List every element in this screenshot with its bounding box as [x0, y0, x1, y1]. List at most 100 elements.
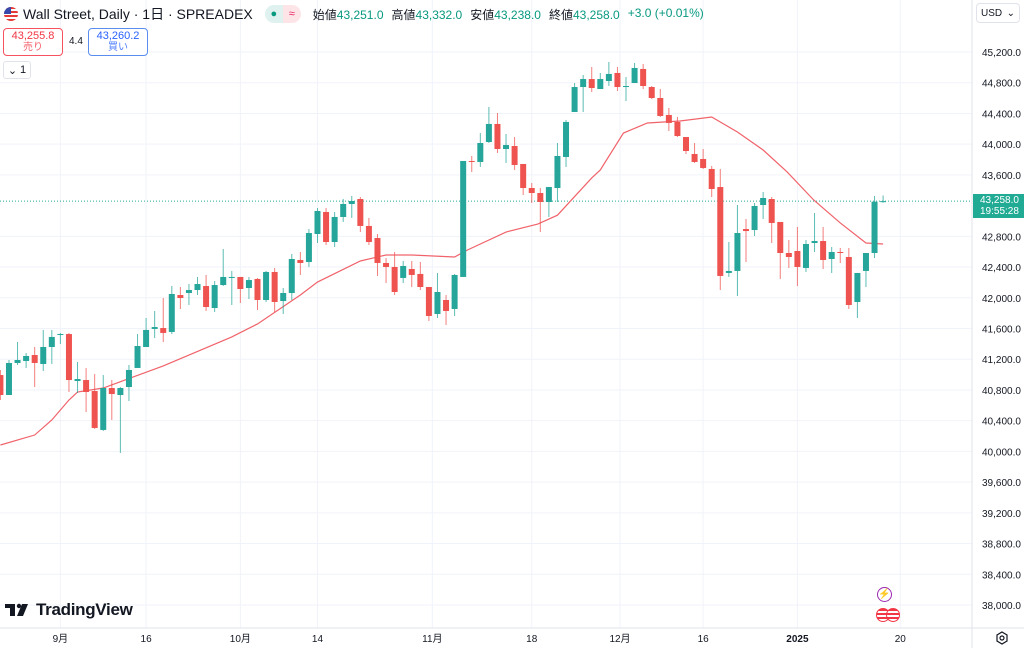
symbol-title[interactable]: Wall Street, Daily · 1日 · SPREADEX: [23, 6, 253, 22]
price-axis[interactable]: 45,200.0 44,800.0 44,400.0 44,000.0 43,600.0…: [982, 48, 1021, 612]
low-value: 安値43,238.0: [470, 7, 541, 22]
candle-body: [828, 251, 835, 259]
candle-body: [83, 380, 90, 393]
candle: [228, 270, 235, 305]
candle-body: [151, 327, 158, 329]
candle: [288, 253, 295, 300]
sell-button[interactable]: 43,255.8 売り: [3, 28, 63, 56]
price-tick-label: 41,200.0: [982, 355, 1021, 366]
chevron-down-icon: ⌄: [1006, 7, 1015, 19]
candle: [254, 277, 261, 310]
us-economic-event-icon[interactable]: [886, 608, 900, 622]
candle-body: [0, 375, 4, 396]
time-tick-label: 9月: [53, 633, 69, 645]
candle-body: [451, 274, 458, 309]
time-tick-label: 12月: [609, 633, 630, 645]
candle-body: [74, 379, 81, 382]
candle: [760, 192, 767, 219]
candle: [263, 270, 270, 302]
candle: [391, 251, 398, 296]
candle: [0, 369, 4, 400]
candle: [365, 217, 372, 246]
time-tick-label: 16: [141, 634, 153, 645]
price-tick-label: 45,200.0: [982, 48, 1021, 59]
candle: [503, 134, 510, 163]
candle-body: [331, 216, 338, 243]
candle: [820, 226, 827, 269]
candle: [134, 334, 141, 368]
candle: [357, 197, 364, 233]
candle: [597, 72, 604, 90]
candle-body: [323, 211, 330, 243]
candle: [537, 188, 544, 233]
candle: [425, 287, 432, 321]
candle-body: [742, 229, 749, 232]
candle: [511, 137, 518, 170]
candle-body: [357, 199, 364, 226]
candle-body: [811, 241, 818, 244]
candles: [0, 61, 887, 453]
indicators-collapse-button[interactable]: ⌄ 1: [3, 61, 31, 79]
candle-body: [614, 72, 621, 88]
candle: [408, 260, 415, 288]
buy-price: 43,260.2: [96, 30, 140, 42]
currency-value: USD: [981, 7, 1003, 19]
candle: [348, 196, 355, 218]
candle: [383, 257, 390, 284]
buy-button[interactable]: 43,260.2 買い: [88, 28, 148, 56]
candle-body: [305, 233, 312, 262]
candle-body: [100, 388, 107, 430]
candle-body: [245, 280, 252, 289]
price-tick-label: 42,400.0: [982, 263, 1021, 274]
tradingview-logo[interactable]: TradingView: [5, 600, 133, 620]
candle-body: [503, 145, 510, 150]
lightning-event-icon[interactable]: ⚡: [877, 587, 892, 602]
candle-body: [280, 293, 287, 301]
market-status-badge[interactable]: ● ≈: [264, 5, 301, 23]
candle: [57, 332, 64, 345]
candle-body: [143, 329, 150, 348]
candle-body: [563, 121, 570, 157]
price-tick-label: 44,000.0: [982, 140, 1021, 151]
candle-body: [40, 347, 47, 364]
time-axis[interactable]: 9月 16 10月 14 11月 18 12月 16 2025 20: [53, 633, 907, 645]
candle-body: [605, 73, 612, 82]
chevron-down-icon: ⌄: [7, 64, 18, 77]
candle: [734, 204, 741, 297]
candle-body: [785, 252, 792, 257]
price-tick-label: 38,400.0: [982, 570, 1021, 581]
candle-body: [700, 158, 707, 168]
candle-body: [597, 79, 604, 90]
candle-body: [734, 233, 741, 271]
candle-body: [57, 334, 64, 336]
candle-body: [665, 114, 672, 123]
candle: [828, 247, 835, 273]
currency-select[interactable]: USD ⌄: [976, 3, 1020, 23]
candle: [580, 74, 587, 112]
candle: [623, 77, 630, 101]
candle-body: [725, 270, 732, 273]
candle-body: [657, 98, 664, 116]
settings-gear-icon[interactable]: [995, 631, 1009, 645]
sell-label: 売り: [23, 42, 43, 53]
price-tick-label: 40,000.0: [982, 447, 1021, 458]
candle: [785, 240, 792, 268]
candle: [545, 187, 552, 217]
candle: [74, 361, 81, 394]
candle: [700, 149, 707, 169]
time-tick-label: 20: [895, 634, 907, 645]
candle: [271, 267, 278, 312]
candle: [674, 116, 681, 138]
candle: [708, 165, 715, 198]
candle: [554, 143, 561, 202]
candle-body: [160, 328, 167, 333]
candle: [331, 211, 338, 248]
candle: [485, 106, 492, 144]
buy-label: 買い: [108, 42, 128, 53]
candle: [777, 221, 784, 279]
price-tick-label: 39,200.0: [982, 509, 1021, 520]
candle: [314, 207, 321, 244]
candle: [451, 273, 458, 316]
candle: [468, 155, 475, 172]
